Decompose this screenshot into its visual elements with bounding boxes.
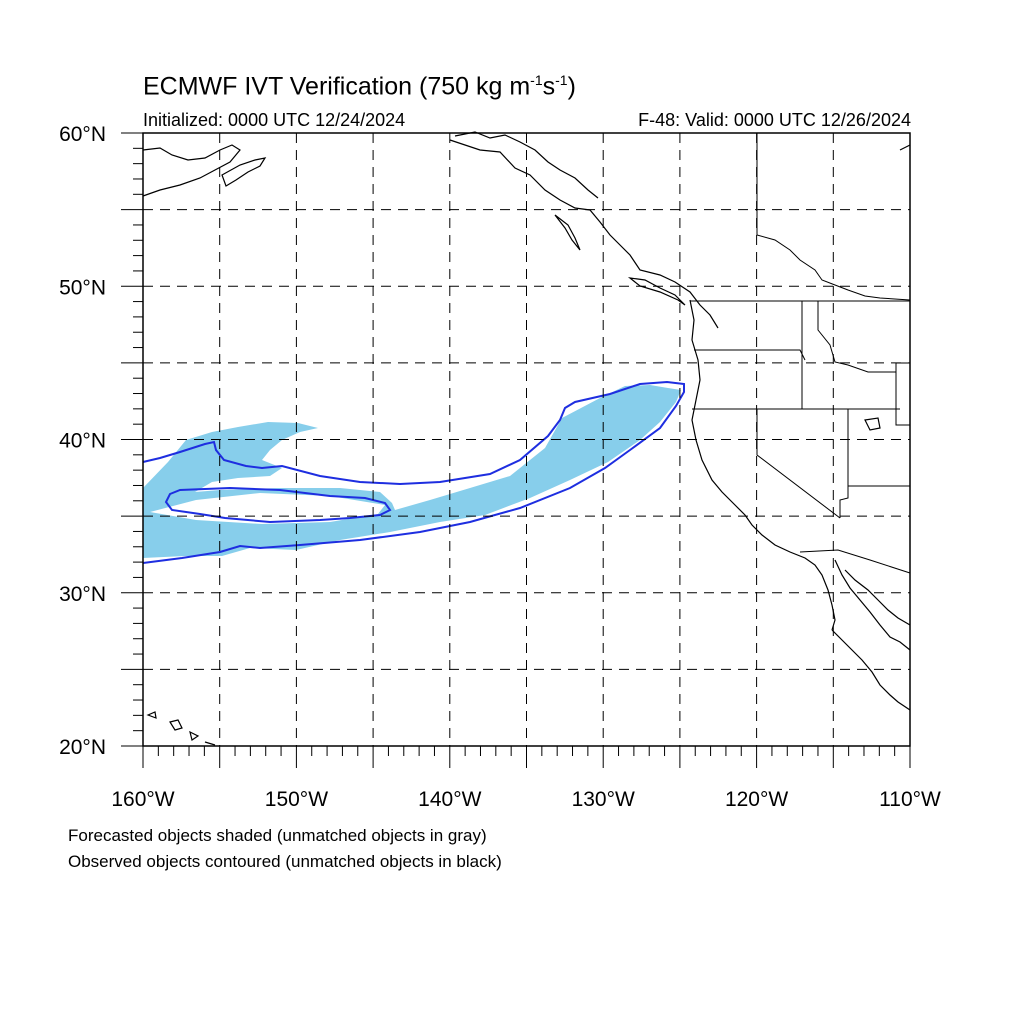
lat-tick-label: 20°N — [59, 736, 106, 759]
lon-tick-label: 160°W — [111, 788, 174, 811]
observed-ivt-contour — [142, 380, 685, 564]
lon-tick-label: 140°W — [418, 788, 481, 811]
axis-labels: 60°N 50°N 40°N 30°N 20°N 160°W 150°W 140°W 130°W… — [59, 123, 941, 811]
lon-tick-label: 150°W — [265, 788, 328, 811]
axis-ticks — [121, 132, 911, 768]
initialized-time: Initialized: 0000 UTC 12/24/2024 — [143, 110, 406, 130]
lat-tick-label: 30°N — [59, 583, 106, 606]
lat-tick-label: 50°N — [59, 276, 106, 299]
chart-title: ECMWF IVT Verification (750 kg m-1s-1) — [143, 72, 576, 101]
coastlines — [142, 131, 911, 746]
boundaries — [690, 133, 911, 574]
lon-tick-label: 120°W — [725, 788, 788, 811]
valid-time: F-48: Valid: 0000 UTC 12/26/2024 — [638, 110, 911, 130]
lon-tick-label: 110°W — [879, 788, 941, 811]
lon-tick-label: 130°W — [572, 788, 635, 811]
legend-observed-note: Observed objects contoured (unmatched ob… — [68, 852, 502, 871]
legend-forecast-note: Forecasted objects shaded (unmatched obj… — [68, 826, 487, 845]
lat-tick-label: 60°N — [59, 123, 106, 146]
lat-tick-label: 40°N — [59, 430, 106, 453]
map-grid — [143, 133, 910, 746]
observed-ivt-inner-contour — [164, 486, 392, 524]
